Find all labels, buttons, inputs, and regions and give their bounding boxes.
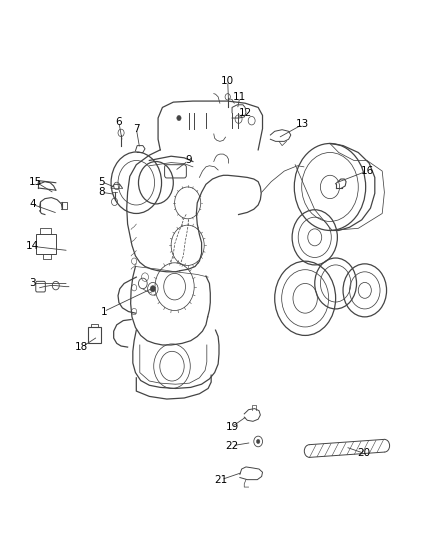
Circle shape	[177, 115, 181, 120]
Text: 7: 7	[133, 124, 140, 134]
Text: 19: 19	[226, 422, 239, 432]
Text: 1: 1	[100, 306, 107, 317]
Text: 6: 6	[116, 117, 122, 127]
Text: 18: 18	[75, 342, 88, 352]
Bar	[36, 233, 56, 254]
Text: 21: 21	[215, 475, 228, 484]
Text: 20: 20	[357, 448, 370, 458]
Text: 13: 13	[296, 119, 309, 130]
Text: 3: 3	[29, 278, 36, 288]
Text: 10: 10	[221, 76, 234, 86]
Text: 15: 15	[29, 176, 42, 187]
Text: 4: 4	[29, 199, 36, 209]
Text: 22: 22	[226, 441, 239, 451]
Bar	[88, 327, 102, 343]
Text: 5: 5	[98, 176, 105, 187]
Text: 12: 12	[238, 108, 252, 118]
Text: 14: 14	[26, 241, 39, 252]
Text: 8: 8	[98, 187, 105, 197]
Circle shape	[256, 439, 260, 443]
Text: 16: 16	[360, 166, 374, 176]
Circle shape	[150, 286, 155, 292]
Text: 9: 9	[185, 156, 192, 165]
Text: 11: 11	[233, 92, 247, 102]
